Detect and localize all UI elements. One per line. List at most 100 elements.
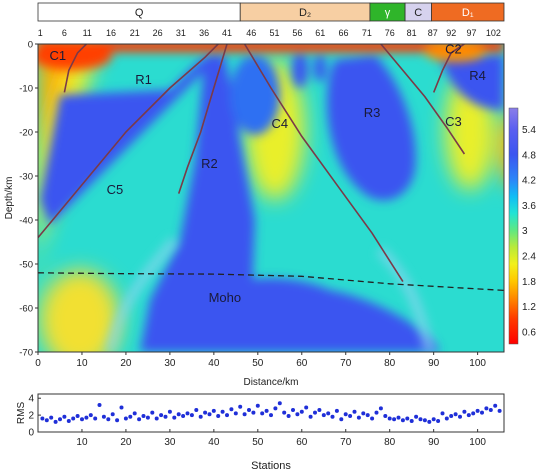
- rms-point: [339, 417, 344, 422]
- rms-point: [167, 409, 172, 414]
- x-tick-label: 70: [340, 358, 352, 369]
- rms-y-tick-label: 0: [28, 428, 34, 439]
- station-labels: 1 6 11 16 21 26 31 36 41 46 51 56 61 66 71 76 81 87 92 97 10…: [38, 28, 501, 38]
- rms-point: [405, 416, 410, 421]
- rms-point: [181, 414, 186, 418]
- rms-point: [189, 413, 194, 418]
- rms-point: [110, 412, 115, 417]
- rms-point: [242, 412, 247, 417]
- rms-point: [93, 416, 98, 421]
- geology-unit-label-1: D₂: [299, 7, 311, 19]
- rms-point: [233, 411, 238, 416]
- colorbar-tick-label: 5.4: [522, 125, 536, 136]
- annotation-c1: C1: [49, 48, 66, 63]
- rms-point: [431, 417, 436, 422]
- rms-point: [119, 405, 124, 410]
- rms-point: [374, 410, 379, 415]
- rms-y-label: RMS: [16, 402, 27, 425]
- rms-point: [475, 408, 480, 413]
- rms-point: [291, 408, 295, 412]
- annotation-c4: C4: [271, 116, 288, 131]
- station-label: 21: [130, 28, 140, 38]
- rms-point: [80, 417, 84, 422]
- colorbar-tick-label: 0.6: [522, 327, 536, 338]
- annotations: C1 R1 R2 C4 R3 C2 R4 C3 C5 Moho: [49, 44, 485, 305]
- rms-point: [277, 401, 282, 406]
- anomaly-c2-zone: [425, 44, 485, 62]
- x-tick-label: 40: [208, 358, 220, 369]
- rms-point: [211, 408, 216, 413]
- rms-point: [75, 414, 80, 418]
- rms-y-tick-label: 2: [28, 411, 34, 422]
- anomaly-c3-zone: [500, 126, 504, 174]
- rms-point: [269, 413, 273, 418]
- rms-point: [480, 410, 484, 415]
- rms-point: [321, 413, 326, 418]
- rms-point: [334, 408, 339, 413]
- x-tick-label: 0: [35, 358, 41, 369]
- fault-line-4: [63, 44, 87, 93]
- annotation-r2: R2: [201, 156, 218, 171]
- station-label: 76: [385, 28, 395, 38]
- rms-x-tick-label: 60: [296, 437, 308, 448]
- rms-point: [238, 404, 243, 409]
- rms-x-tick-label: 70: [340, 437, 352, 448]
- rms-x-tick-label: 90: [428, 437, 440, 448]
- rms-y-tick-label: 4: [28, 394, 34, 405]
- rms-point: [273, 406, 278, 411]
- rms-points: [40, 401, 502, 424]
- rms-point: [163, 414, 168, 419]
- rms-point: [365, 413, 370, 418]
- station-label: 1: [38, 28, 43, 38]
- station-label: 71: [362, 28, 372, 38]
- station-label: 92: [446, 28, 456, 38]
- rms-point: [145, 415, 150, 420]
- rms-point: [414, 414, 419, 419]
- rms-point: [71, 416, 76, 421]
- rms-point: [207, 412, 212, 417]
- y-tick-label: -20: [19, 128, 33, 139]
- rms-point: [88, 413, 93, 418]
- rms-point: [317, 408, 322, 412]
- rms-point: [295, 412, 300, 417]
- rms-point: [484, 406, 489, 411]
- rms-point: [159, 413, 164, 418]
- rms-point: [471, 411, 476, 416]
- rms-point: [400, 418, 405, 423]
- station-label: 81: [407, 28, 417, 38]
- rms-point: [356, 415, 361, 420]
- rms-point: [132, 411, 137, 416]
- rms-x-tick-label: 100: [469, 437, 486, 448]
- fault-lines: [38, 44, 466, 283]
- annotation-moho: Moho: [209, 290, 242, 305]
- colorbar-tick-label: 4.8: [522, 150, 536, 161]
- station-label: 11: [83, 28, 92, 38]
- annotation-c3: C3: [445, 114, 462, 129]
- station-label: 97: [466, 28, 476, 38]
- x-tick-label: 20: [120, 358, 132, 369]
- station-label: 31: [176, 28, 186, 38]
- rms-point: [453, 412, 458, 417]
- anomaly-c5-zone: [38, 44, 100, 352]
- rms-point: [330, 414, 335, 419]
- fault-line-3: [380, 44, 466, 155]
- rms-point: [44, 418, 49, 423]
- y-tick-label: -10: [19, 84, 33, 95]
- rms-point: [488, 408, 493, 412]
- rms-point: [264, 408, 269, 413]
- rms-point: [462, 409, 467, 414]
- velocity-section: C1 R1 R2 C4 R3 C2 R4 C3 C5 Moho: [38, 44, 504, 352]
- x-tick-label: 50: [252, 358, 264, 369]
- rms-point: [154, 416, 159, 421]
- rms-point: [493, 403, 498, 408]
- x-tick-label: 60: [296, 358, 308, 369]
- rms-point: [229, 407, 234, 412]
- fault-line-0: [38, 44, 219, 239]
- annotation-r3: R3: [364, 105, 381, 120]
- rms-point: [313, 410, 317, 415]
- rms-point: [458, 414, 462, 419]
- station-label: 46: [246, 28, 256, 38]
- geology-unit-label-4: D₁: [462, 7, 474, 19]
- rms-point: [185, 411, 190, 416]
- station-label: 41: [222, 28, 232, 38]
